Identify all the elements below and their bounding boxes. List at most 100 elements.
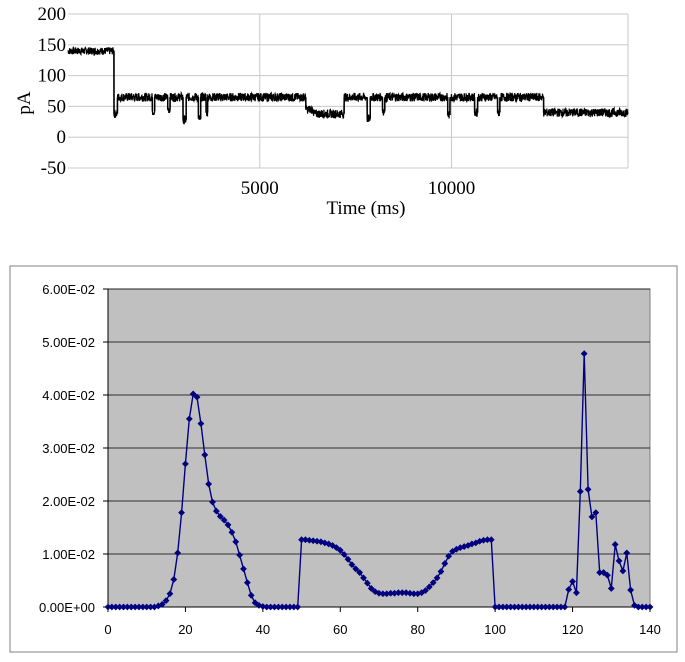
bottom-data-point [309, 537, 317, 545]
bottom-data-point [298, 536, 305, 544]
bottom-series-path [108, 353, 650, 608]
bottom-data-point [561, 603, 569, 611]
bottom-y-tick-label: 3.00E-02 [42, 441, 95, 456]
bottom-data-point [456, 544, 464, 552]
bottom-data-point [108, 603, 116, 611]
bottom-data-point [631, 602, 638, 609]
bottom-data-point [596, 569, 604, 576]
bottom-data-point [480, 536, 487, 544]
bottom-gridlines [103, 288, 651, 612]
bottom-data-point [356, 569, 364, 576]
bottom-data-point [348, 561, 356, 568]
bottom-data-point [240, 565, 247, 573]
bottom-data-point [573, 589, 580, 597]
top-y-tick-label: 150 [38, 35, 67, 56]
bottom-data-point [131, 603, 139, 611]
bottom-data-point [472, 539, 480, 547]
bottom-data-point [576, 488, 584, 495]
bottom-data-point [154, 602, 162, 610]
bottom-data-point [271, 603, 278, 611]
bottom-data-point [387, 589, 395, 597]
bottom-data-point [278, 603, 286, 611]
top-x-tick-label: 5000 [241, 178, 279, 199]
bottom-data-point [511, 603, 518, 611]
bottom-data-point [363, 579, 371, 587]
top-y-tick-label: -50 [41, 158, 66, 179]
bottom-data-point [367, 585, 375, 592]
bottom-data-point [259, 603, 267, 610]
bottom-data-point [290, 603, 298, 611]
bottom-data-point [313, 537, 321, 545]
bottom-data-point [340, 551, 348, 558]
bottom-data-point [425, 583, 433, 591]
bottom-data-point [522, 603, 530, 611]
bottom-data-point [232, 538, 240, 546]
bottom-data-point [642, 603, 650, 611]
top-y-tick-label: 200 [38, 4, 67, 25]
bottom-data-point [147, 603, 154, 611]
bottom-data-point [433, 574, 441, 582]
bottom-data-point [120, 603, 127, 611]
bottom-data-point [491, 603, 499, 611]
top-y-tick-label: 50 [47, 96, 66, 117]
bottom-y-tick-label: 6.00E-02 [42, 282, 95, 297]
bottom-data-point [205, 480, 213, 488]
bottom-data-point [429, 579, 437, 587]
bottom-data-point [445, 552, 453, 560]
bottom-data-point [274, 603, 282, 611]
top-x-tick-label: 10000 [428, 178, 476, 199]
bottom-data-point [255, 602, 263, 609]
bottom-data-point [216, 512, 224, 520]
bottom-data-point [174, 549, 182, 557]
bottom-data-point [336, 546, 344, 554]
top-y-tick-label: 0 [57, 127, 67, 148]
bottom-data-point [565, 586, 573, 593]
top-trace [67, 46, 629, 125]
bottom-data-point [557, 603, 565, 611]
bottom-x-tick-label: 40 [256, 622, 270, 637]
bottom-data-point [580, 350, 588, 358]
top-y-tick-label: 100 [38, 66, 67, 87]
bottom-data-point [371, 588, 379, 596]
bottom-data-point [607, 585, 615, 592]
bottom-x-tick-label: 140 [639, 622, 661, 637]
bottom-data-point [321, 539, 329, 547]
bottom-data-point [170, 576, 178, 583]
bottom-data-point [394, 589, 402, 597]
bottom-data-point [201, 451, 209, 459]
bottom-data-point [116, 603, 124, 611]
bottom-data-point [514, 603, 522, 611]
bottom-y-tick-label: 4.00E-02 [42, 388, 95, 403]
bottom-data-point [305, 536, 313, 544]
bottom-data-point [615, 557, 623, 565]
bottom-data-point [507, 603, 515, 611]
bottom-data-point [151, 603, 158, 611]
bottom-data-point [135, 603, 143, 611]
bottom-data-point [294, 603, 302, 611]
top-trace-line [67, 46, 629, 125]
current-trace-chart: 200 150 100 50 0 -50 5000 10000 pA Time (ms) [14, 4, 629, 219]
bottom-data-point [178, 509, 185, 517]
bottom-data-point [286, 603, 294, 611]
bottom-data-point [112, 603, 120, 611]
bottom-data-point [228, 528, 236, 536]
bottom-data-point [584, 485, 592, 493]
bottom-data-point [604, 571, 611, 579]
bottom-data-point [236, 551, 244, 559]
bottom-data-point [468, 540, 476, 548]
bottom-data-point [464, 542, 472, 549]
bottom-data-point [634, 603, 642, 611]
bottom-data-point [360, 574, 367, 582]
bottom-x-tick-label: 120 [562, 622, 584, 637]
bottom-data-point [406, 589, 414, 597]
bottom-data-point [487, 536, 495, 544]
bottom-data-point [600, 569, 607, 576]
bottom-x-tick-labels: 0 20 40 60 80 100 120 140 [104, 622, 660, 637]
bottom-data-point [139, 603, 147, 611]
bottom-data-point [247, 591, 255, 599]
bottom-data-point [619, 567, 627, 575]
top-gridlines [68, 13, 629, 169]
bottom-x-tick-label: 100 [484, 622, 506, 637]
top-x-tick-labels: 5000 10000 [241, 178, 476, 199]
bottom-data-point [530, 603, 538, 611]
